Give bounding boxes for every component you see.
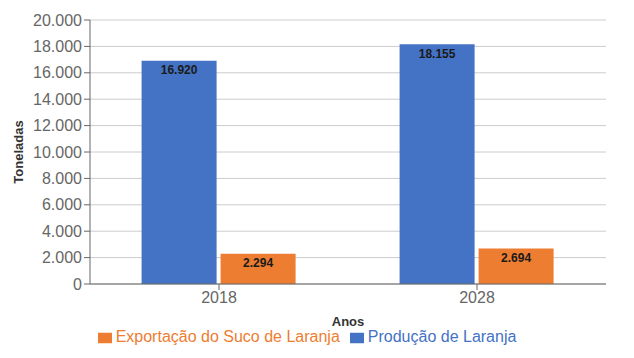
svg-text:18.000: 18.000 — [33, 38, 82, 55]
svg-text:0: 0 — [73, 276, 82, 293]
svg-text:2018: 2018 — [201, 289, 237, 306]
svg-text:16.920: 16.920 — [161, 63, 198, 77]
svg-text:10.000: 10.000 — [33, 144, 82, 161]
svg-text:20.000: 20.000 — [33, 12, 82, 29]
svg-text:2.000: 2.000 — [42, 249, 82, 266]
svg-text:8.000: 8.000 — [42, 170, 82, 187]
html-text:Exportação do Suco de Laranja: Exportação do Suco de Laranja — [115, 328, 340, 345]
html-text:Produção de Laranja: Produção de Laranja — [367, 328, 517, 345]
svg-text:14.000: 14.000 — [33, 91, 82, 108]
svg-text:2.294: 2.294 — [243, 256, 273, 270]
svg-text:16.000: 16.000 — [33, 64, 82, 81]
svg-text:2028: 2028 — [459, 289, 495, 306]
svg-text:2.694: 2.694 — [501, 251, 531, 265]
svg-text:18.155: 18.155 — [419, 47, 456, 61]
svg-text:6.000: 6.000 — [42, 196, 82, 213]
svg-text:Anos: Anos — [332, 314, 365, 329]
svg-text:Toneladas: Toneladas — [11, 120, 26, 183]
svg-text:4.000: 4.000 — [42, 223, 82, 240]
svg-text:12.000: 12.000 — [33, 117, 82, 134]
